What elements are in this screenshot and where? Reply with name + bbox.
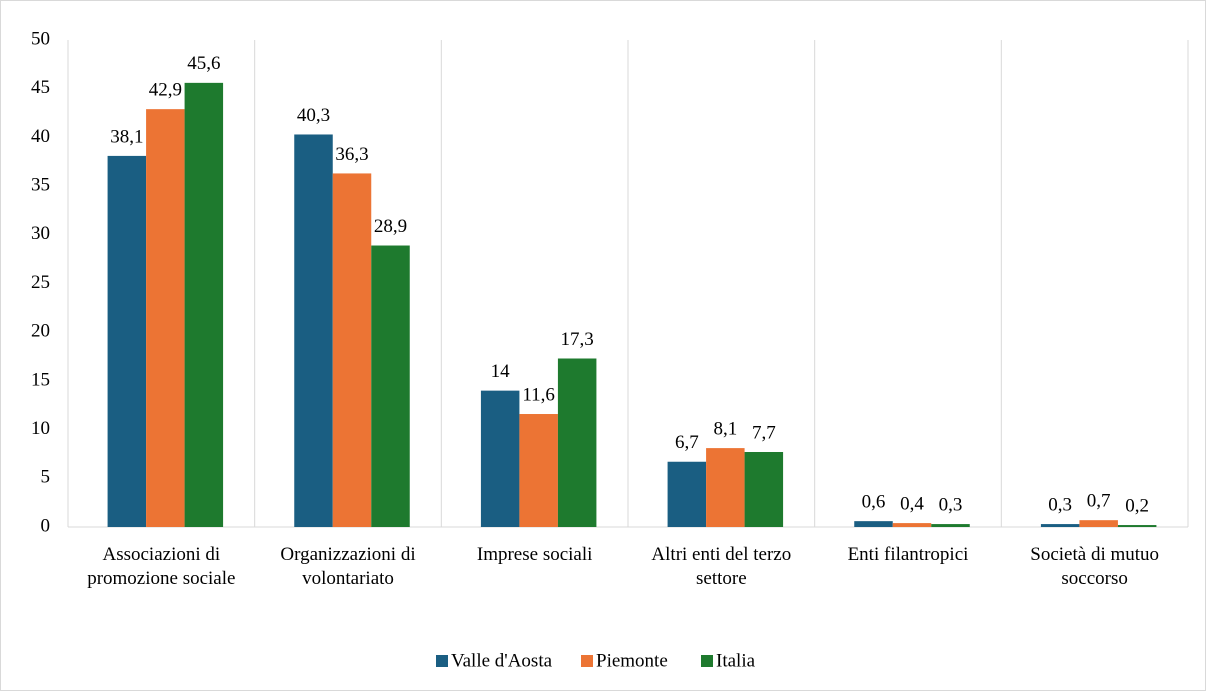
- data-label: 0,3: [939, 494, 963, 515]
- x-tick-label: Associazioni di promozione sociale: [87, 544, 236, 589]
- data-label: 8,1: [713, 418, 737, 439]
- bar: [294, 134, 333, 527]
- bar: [146, 109, 185, 528]
- bar: [371, 245, 410, 527]
- bar: [667, 461, 707, 527]
- data-label: 0,3: [1048, 494, 1072, 515]
- y-tick-label: 5: [41, 467, 51, 488]
- bar: [1117, 525, 1157, 527]
- data-label: 7,7: [752, 422, 776, 443]
- data-label: 0,7: [1087, 491, 1111, 512]
- legend-label: Italia: [716, 650, 756, 671]
- data-label: 45,6: [187, 53, 220, 74]
- bar: [706, 448, 745, 527]
- y-tick-label: 15: [31, 369, 50, 390]
- x-tick-label: Organizzazioni di volontariato: [280, 544, 416, 589]
- bar: [892, 523, 932, 527]
- x-tick-label: Società di mutuo soccorso: [1030, 544, 1160, 589]
- bar: [184, 82, 224, 527]
- y-tick-label: 30: [31, 223, 50, 244]
- legend-swatch: [436, 655, 448, 667]
- bar: [1079, 520, 1118, 527]
- y-tick-label: 40: [31, 126, 50, 147]
- bar: [744, 452, 784, 527]
- y-tick-label: 50: [31, 28, 50, 49]
- bar: [332, 173, 372, 528]
- y-tick-label: 10: [31, 418, 50, 439]
- data-label: 0,2: [1125, 495, 1149, 516]
- y-tick-label: 45: [31, 77, 50, 98]
- data-label: 11,6: [522, 384, 555, 405]
- data-label: 36,3: [335, 144, 368, 165]
- bar: [557, 358, 597, 527]
- data-label: 6,7: [675, 432, 699, 453]
- data-label: 28,9: [374, 216, 407, 237]
- x-tick-label: Imprese sociali: [476, 544, 593, 565]
- y-tick-label: 0: [41, 515, 51, 536]
- legend-swatch: [581, 655, 593, 667]
- y-tick-label: 35: [31, 174, 50, 195]
- data-label: 40,3: [297, 105, 330, 126]
- bar: [854, 521, 893, 527]
- bar: [1040, 524, 1080, 527]
- data-label: 0,6: [862, 492, 886, 513]
- x-tick-label: Enti filantropici: [847, 544, 969, 565]
- legend-label: Piemonte: [596, 650, 668, 671]
- bar: [519, 414, 558, 527]
- bar: [931, 524, 970, 527]
- bar: [107, 155, 147, 527]
- data-label: 38,1: [110, 126, 143, 147]
- legend-label: Valle d'Aosta: [451, 650, 553, 671]
- legend-swatch: [701, 655, 713, 667]
- data-label: 42,9: [149, 80, 182, 101]
- bar: [480, 390, 520, 527]
- data-label: 0,4: [900, 493, 924, 514]
- y-tick-label: 20: [31, 321, 50, 342]
- data-label: 14: [491, 361, 511, 382]
- data-label: 17,3: [561, 329, 594, 350]
- x-tick-label: Altri enti del terzo settore: [651, 544, 792, 589]
- y-tick-label: 25: [31, 272, 50, 293]
